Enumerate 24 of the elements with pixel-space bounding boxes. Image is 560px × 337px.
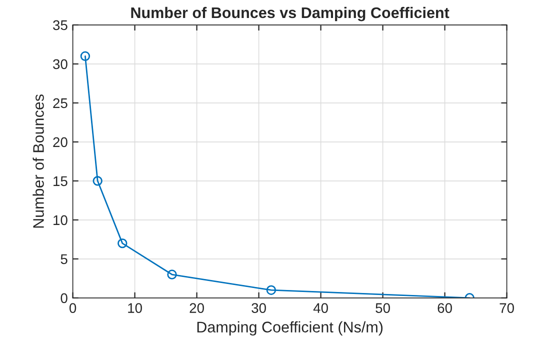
y-axis-title: Number of Bounces bbox=[32, 94, 44, 228]
point bbox=[266, 285, 276, 295]
point bbox=[80, 51, 90, 61]
x-tick-label: 20 bbox=[190, 303, 204, 313]
x-tick-label: 30 bbox=[252, 303, 266, 313]
y-tick-label: 30 bbox=[53, 59, 68, 70]
x-axis-title: Damping Coefficient (Ns/m) bbox=[197, 321, 383, 336]
point bbox=[118, 238, 128, 248]
x-tick-label: 60 bbox=[438, 303, 452, 313]
point bbox=[167, 270, 177, 280]
y-tick-label: 20 bbox=[53, 137, 68, 148]
y-tick-label: 5 bbox=[60, 254, 68, 264]
y-tick-label: 35 bbox=[53, 20, 68, 30]
y-tick-label: 10 bbox=[54, 215, 68, 226]
chart-title: Number of Bounces vs Damping Coefficient bbox=[131, 6, 450, 22]
point bbox=[92, 176, 102, 186]
x-tick-label: 0 bbox=[69, 303, 76, 313]
y-tick-label: 15 bbox=[54, 176, 68, 186]
x-tick-label: 70 bbox=[500, 303, 514, 313]
y-tick-label: 0 bbox=[60, 293, 68, 304]
x-tick-label: 10 bbox=[128, 303, 142, 313]
x-tick-label: 40 bbox=[313, 303, 328, 313]
x-tick-label: 50 bbox=[376, 303, 390, 313]
y-tick-label: 25 bbox=[53, 98, 68, 108]
